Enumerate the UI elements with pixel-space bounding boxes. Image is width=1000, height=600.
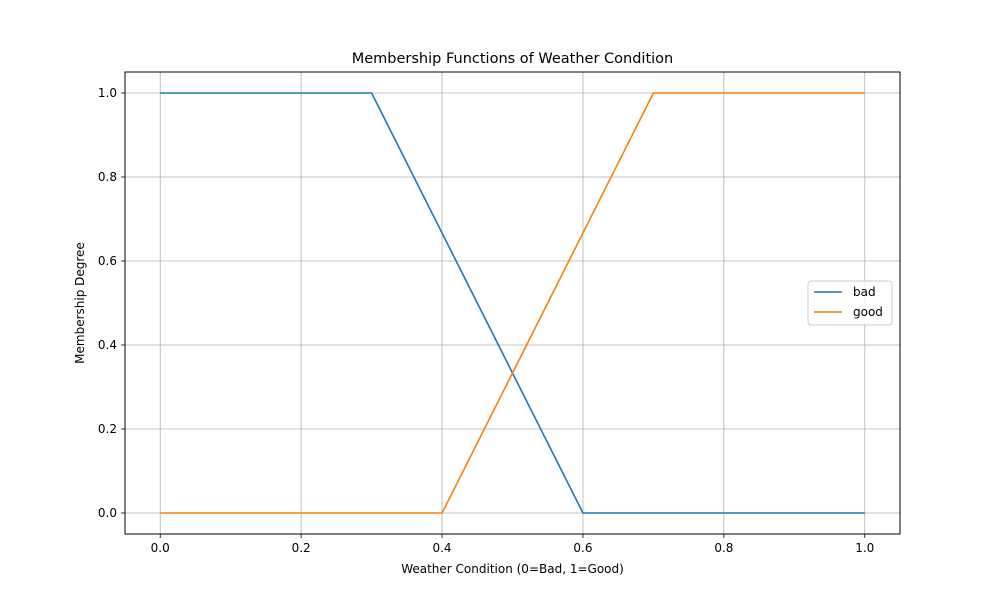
plot-frame <box>124 71 901 535</box>
x-tick-label: 1.0 <box>855 541 874 555</box>
x-tick-label: 0.4 <box>432 541 451 555</box>
y-tick-label: 1.0 <box>98 86 117 100</box>
legend-label-good: good <box>853 305 883 319</box>
legend: bad good <box>807 280 893 326</box>
x-tick-label: 0.8 <box>714 541 733 555</box>
ticks: 0.0 0.2 0.4 0.6 0.8 1.0 0.0 0.2 0.4 0.6 0.8 1.0 <box>98 86 874 555</box>
series-lines <box>160 92 865 514</box>
x-tick-label: 0.6 <box>573 541 592 555</box>
y-axis-label: Membership Degree <box>73 242 87 364</box>
x-tick-label: 0.2 <box>292 541 311 555</box>
y-tick-label: 0.8 <box>98 170 117 184</box>
y-tick-label: 0.0 <box>98 506 117 520</box>
series-line-bad <box>160 92 865 514</box>
y-tick-label: 0.4 <box>98 338 117 352</box>
y-tick-label: 0.2 <box>98 422 117 436</box>
legend-label-bad: bad <box>853 285 876 299</box>
chart-title: Membership Functions of Weather Conditio… <box>352 51 674 67</box>
x-tick-label: 0.0 <box>151 541 170 555</box>
x-axis-label: Weather Condition (0=Bad, 1=Good) <box>401 562 624 576</box>
series-line-good <box>160 92 865 514</box>
y-tick-label: 0.6 <box>98 254 117 268</box>
